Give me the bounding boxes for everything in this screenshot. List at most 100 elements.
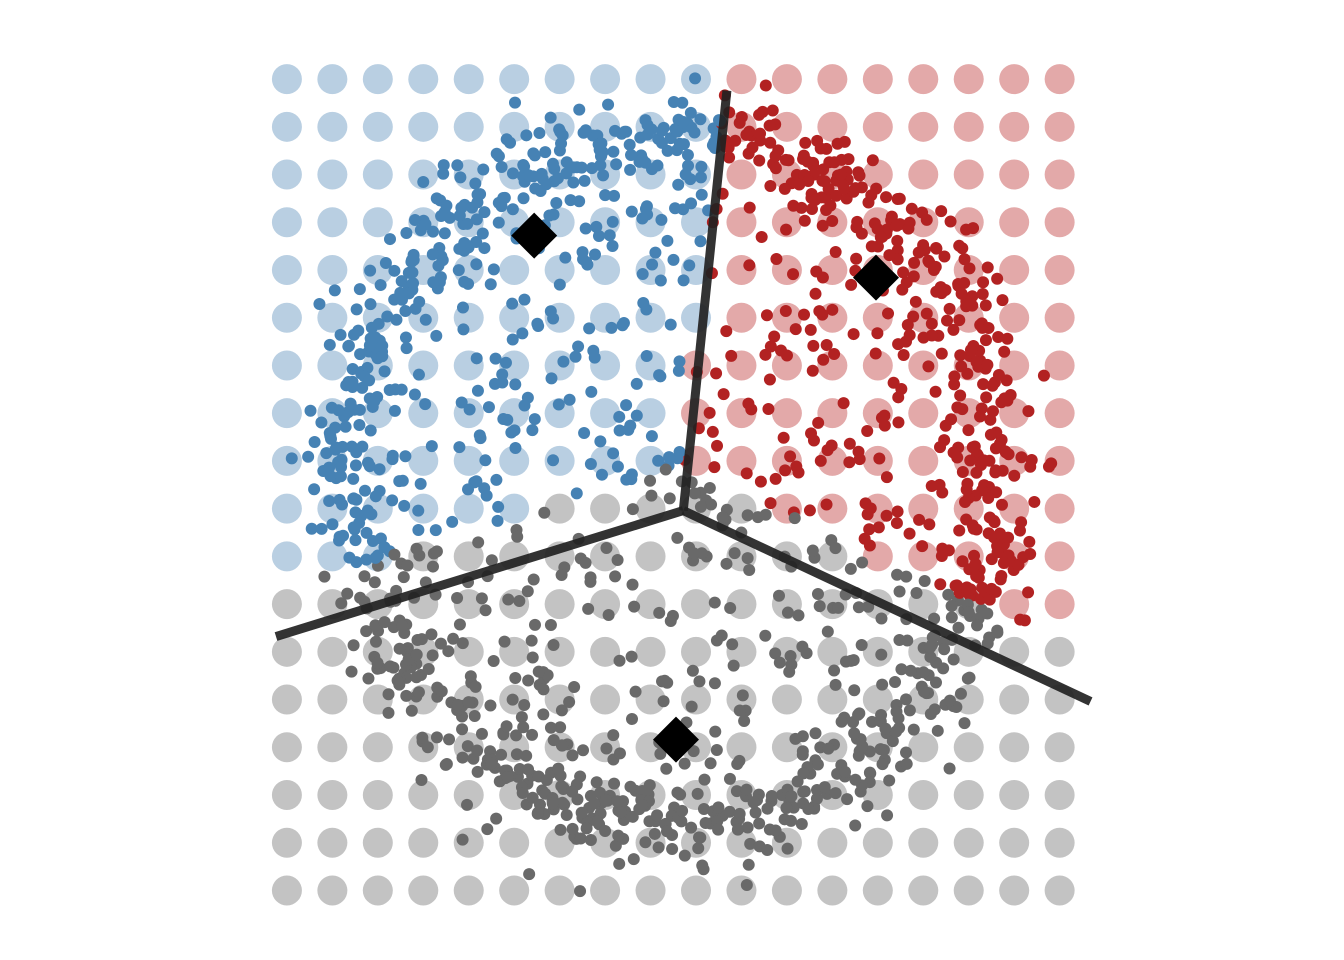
centroid-red [853, 254, 899, 301]
data-point-gray [903, 704, 916, 717]
data-point-gray [384, 660, 397, 673]
data-point-red [922, 360, 935, 373]
data-point-gray [863, 766, 876, 779]
data-point-red [1045, 457, 1058, 470]
data-point-gray [415, 773, 428, 786]
data-point-gray [726, 638, 739, 651]
data-point-blue [304, 404, 317, 417]
data-point-red [947, 323, 960, 336]
data-point-blue [539, 146, 552, 159]
data-point-blue [496, 376, 509, 389]
data-point-gray [818, 781, 831, 794]
data-point-blue [607, 447, 620, 460]
data-point-blue [492, 150, 505, 163]
data-point-gray [574, 832, 587, 845]
data-point-red [1008, 469, 1021, 482]
data-point-gray [740, 783, 753, 796]
data-point-gray [511, 530, 524, 543]
grid-cell-gray [544, 875, 575, 906]
data-point-gray [400, 689, 413, 702]
grid-cell-gray [862, 827, 893, 858]
data-point-blue [559, 251, 572, 264]
data-point-gray [611, 553, 624, 566]
data-point-gray [708, 677, 721, 690]
data-point-gray [500, 720, 513, 733]
data-point-gray [740, 878, 753, 891]
data-point-blue [592, 229, 605, 242]
grid-cell-blue [499, 445, 530, 476]
data-point-gray [780, 801, 793, 814]
grid-cell-red [862, 350, 893, 381]
data-point-blue [454, 171, 467, 184]
data-point-red [903, 527, 916, 540]
data-point-blue [624, 163, 637, 176]
data-point-blue [560, 156, 573, 169]
data-point-red [890, 517, 903, 530]
data-point-blue [490, 473, 503, 486]
data-point-blue [608, 189, 621, 202]
centroid-gray [653, 716, 699, 763]
data-point-gray [716, 511, 729, 524]
data-point-blue [399, 305, 412, 318]
data-point-blue [664, 318, 677, 331]
data-point-gray [513, 594, 526, 607]
data-point-gray [654, 747, 667, 760]
data-point-gray [891, 568, 904, 581]
data-point-blue [563, 393, 576, 406]
grid-cell-gray [999, 780, 1030, 810]
data-point-blue [684, 106, 697, 119]
data-point-blue [497, 192, 510, 205]
data-point-blue [438, 227, 451, 240]
data-point-red [740, 467, 753, 480]
data-point-gray [531, 806, 544, 819]
data-point-blue [342, 376, 355, 389]
grid-cell-gray [362, 780, 393, 810]
data-point-blue [361, 504, 374, 517]
data-point-blue [580, 256, 593, 269]
data-point-gray [890, 725, 903, 738]
data-point-blue [437, 167, 450, 180]
data-point-red [1018, 614, 1031, 627]
data-point-blue [390, 313, 403, 326]
data-point-gray [813, 600, 826, 613]
grid-cell-blue [271, 350, 302, 381]
data-point-gray [447, 632, 460, 645]
data-point-red [977, 276, 990, 289]
grid-cell-gray [862, 684, 893, 715]
data-point-gray [852, 601, 865, 614]
grid-cell-red [1044, 159, 1075, 190]
data-point-gray [611, 795, 624, 808]
data-point-gray [733, 807, 746, 820]
data-point-blue [409, 213, 422, 226]
grid-cell-red [771, 64, 802, 95]
data-point-gray [639, 836, 652, 849]
data-point-gray [709, 725, 722, 738]
data-point-red [855, 181, 868, 194]
data-point-gray [443, 733, 456, 746]
grid-cell-gray [635, 541, 666, 572]
data-point-blue [506, 203, 519, 216]
data-point-gray [741, 552, 754, 565]
grid-cell-gray [271, 875, 302, 906]
data-point-red [853, 453, 866, 466]
data-point-gray [563, 695, 576, 708]
data-point-blue [569, 350, 582, 363]
data-point-red [966, 519, 979, 532]
data-point-red [979, 299, 992, 312]
data-point-blue [478, 242, 491, 255]
grid-cell-red [862, 159, 893, 190]
data-point-gray [415, 633, 428, 646]
grid-cell-blue [362, 207, 393, 238]
data-point-gray [626, 503, 639, 516]
data-point-red [930, 242, 943, 255]
data-point-red [941, 314, 954, 327]
data-point-blue [388, 404, 401, 417]
grid-cell-gray [362, 732, 393, 763]
data-point-gray [416, 731, 429, 744]
data-point-gray [335, 597, 348, 610]
data-point-blue [437, 159, 450, 172]
data-point-red [970, 570, 983, 583]
data-point-red [831, 137, 844, 150]
grid-cell-red [1044, 350, 1075, 381]
